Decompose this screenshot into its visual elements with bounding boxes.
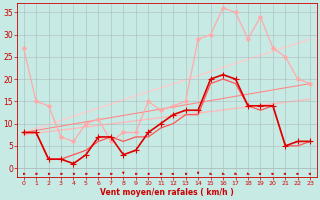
X-axis label: Vent moyen/en rafales ( km/h ): Vent moyen/en rafales ( km/h ): [100, 188, 234, 197]
